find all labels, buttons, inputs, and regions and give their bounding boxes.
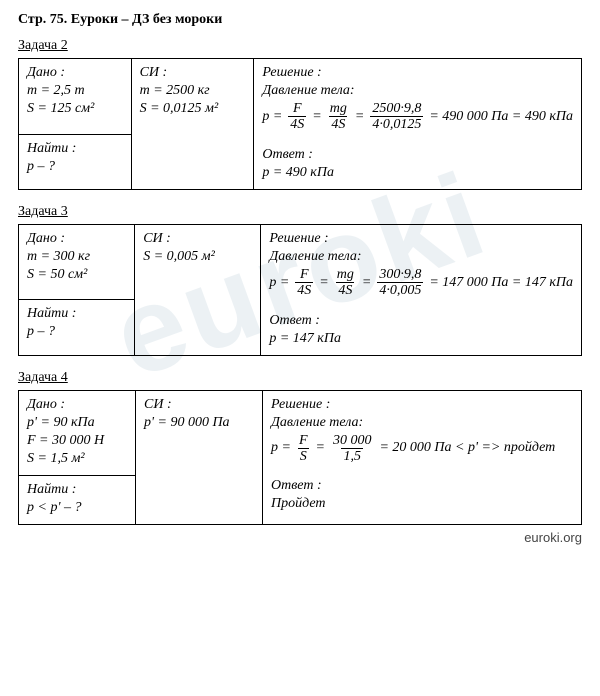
solution-header: Решение :	[269, 231, 573, 247]
frac-num: 30 000	[331, 433, 374, 448]
si-cell: СИ : S = 0,005 м²	[135, 224, 261, 355]
given-line: F = 30 000 Н	[27, 433, 127, 449]
eq-op: =	[362, 275, 371, 291]
answer-line: p = 490 кПа	[262, 165, 573, 181]
solution-header: Решение :	[262, 65, 573, 81]
frac-num: mg	[335, 267, 356, 282]
find-header: Найти :	[27, 306, 126, 322]
solution-header: Решение :	[271, 397, 573, 413]
si-cell: СИ : p' = 90 000 Па	[136, 390, 263, 524]
frac-den: 4S	[336, 282, 354, 298]
answer-header: Ответ :	[269, 313, 573, 329]
given-line: S = 50 см²	[27, 267, 126, 283]
si-line: p' = 90 000 Па	[144, 415, 254, 431]
answer-line: p = 147 кПа	[269, 331, 573, 347]
find-header: Найти :	[27, 141, 123, 157]
eq-lhs: p =	[271, 440, 291, 456]
given-line: S = 125 см²	[27, 101, 123, 117]
eq-tail: = 20 000 Па < p' => пройдет	[379, 440, 555, 456]
given-header: Дано :	[27, 65, 123, 81]
task-title: Задача 3	[18, 204, 582, 220]
solution-label: Давление тела:	[269, 249, 573, 265]
find-cell: Найти : p – ?	[19, 134, 132, 189]
frac-den: 4·0,0125	[370, 116, 423, 132]
eq-op: =	[316, 440, 325, 456]
eq-lhs: p =	[269, 275, 289, 291]
equation: p = F4S = mg4S = 2500·9,84·0,0125 = 490 …	[262, 101, 573, 133]
si-line: S = 0,0125 м²	[140, 101, 246, 117]
si-header: СИ :	[143, 231, 252, 247]
frac-num: mg	[328, 101, 349, 116]
frac-num: F	[291, 101, 304, 116]
solution-label: Давление тела:	[262, 83, 573, 99]
given-line: m = 2,5 т	[27, 83, 123, 99]
answer-header: Ответ :	[271, 478, 573, 494]
problem-table: Дано : p' = 90 кПа F = 30 000 Н S = 1,5 …	[18, 390, 582, 525]
page-title: Стр. 75. Еуроки – ДЗ без мороки	[18, 12, 582, 28]
given-line: m = 300 кг	[27, 249, 126, 265]
si-header: СИ :	[144, 397, 254, 413]
answer-header: Ответ :	[262, 147, 573, 163]
frac-num: 2500·9,8	[370, 101, 423, 116]
eq-tail: = 147 000 Па = 147 кПа	[429, 275, 573, 291]
find-line: p – ?	[27, 324, 126, 340]
frac-num: F	[298, 267, 311, 282]
solution-cell: Решение : Давление тела: p = F4S = mg4S …	[254, 59, 582, 190]
eq-op: =	[319, 275, 328, 291]
answer-line: Пройдет	[271, 496, 573, 512]
equation: p = F4S = mg4S = 300·9,84·0,005 = 147 00…	[269, 267, 573, 299]
si-line: m = 2500 кг	[140, 83, 246, 99]
find-line: p < p' – ?	[27, 500, 127, 516]
eq-op: =	[312, 109, 321, 125]
find-cell: Найти : p < p' – ?	[19, 475, 136, 524]
find-cell: Найти : p – ?	[19, 300, 135, 355]
frac-num: F	[297, 433, 310, 448]
frac-den: S	[298, 448, 309, 464]
si-cell: СИ : m = 2500 кг S = 0,0125 м²	[131, 59, 254, 190]
frac-den: 4S	[295, 282, 313, 298]
task-title: Задача 4	[18, 370, 582, 386]
eq-op: =	[355, 109, 364, 125]
given-line: p' = 90 кПа	[27, 415, 127, 431]
given-line: S = 1,5 м²	[27, 451, 127, 467]
task-title: Задача 2	[18, 38, 582, 54]
si-header: СИ :	[140, 65, 246, 81]
eq-lhs: p =	[262, 109, 282, 125]
eq-tail: = 490 000 Па = 490 кПа	[429, 109, 573, 125]
problem-table: Дано : m = 2,5 т S = 125 см² СИ : m = 25…	[18, 58, 582, 190]
problem-table: Дано : m = 300 кг S = 50 см² СИ : S = 0,…	[18, 224, 582, 356]
frac-num: 300·9,8	[377, 267, 423, 282]
si-line: S = 0,005 м²	[143, 249, 252, 265]
equation: p = FS = 30 0001,5 = 20 000 Па < p' => п…	[271, 433, 555, 465]
frac-den: 4S	[329, 116, 347, 132]
solution-label: Давление тела:	[271, 415, 573, 431]
footer-link: euroki.org	[524, 530, 582, 545]
frac-den: 4·0,005	[377, 282, 423, 298]
given-header: Дано :	[27, 231, 126, 247]
find-line: p – ?	[27, 159, 123, 175]
find-header: Найти :	[27, 482, 127, 498]
solution-cell: Решение : Давление тела: p = F4S = mg4S …	[261, 224, 582, 355]
given-cell: Дано : p' = 90 кПа F = 30 000 Н S = 1,5 …	[19, 390, 136, 475]
given-cell: Дано : m = 2,5 т S = 125 см²	[19, 59, 132, 135]
solution-cell: Решение : Давление тела: p = FS = 30 000…	[263, 390, 582, 524]
given-cell: Дано : m = 300 кг S = 50 см²	[19, 224, 135, 300]
frac-den: 4S	[288, 116, 306, 132]
given-header: Дано :	[27, 397, 127, 413]
frac-den: 1,5	[341, 448, 363, 464]
